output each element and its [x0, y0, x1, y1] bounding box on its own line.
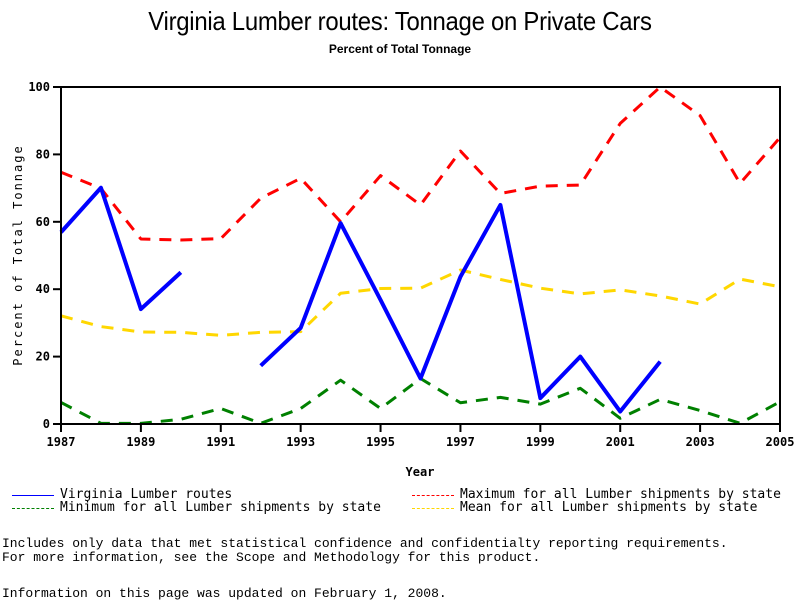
legend-label: Maximum for all Lumber shipments by stat…	[460, 487, 781, 502]
series-line	[259, 202, 662, 414]
series-minimum-for-all-lumber-shipments-by-state	[60, 377, 781, 425]
y-tick-label: 80	[36, 147, 50, 161]
x-tick-label: 1999	[526, 435, 555, 449]
y-axis-label: Percent of Total Tonnage	[11, 144, 25, 365]
series-line	[59, 185, 183, 312]
series-mean-for-all-lumber-shipments-by-state	[60, 268, 781, 337]
legend-label: Minimum for all Lumber shipments by stat…	[60, 500, 381, 515]
series-maximum-for-all-lumber-shipments-by-state	[60, 85, 782, 242]
x-tick-label: 1991	[206, 435, 235, 449]
chart-subtitle: Percent of Total Tonnage	[328, 42, 472, 56]
x-tick-label: 2005	[766, 435, 795, 449]
legend-label: Mean for all Lumber shipments by state	[460, 500, 758, 515]
x-axis-label: Year	[406, 465, 435, 479]
x-tick-label: 2003	[686, 435, 715, 449]
series-virginia-lumber-routes	[59, 185, 662, 414]
series-layer	[59, 85, 782, 425]
footer-updated: Information on this page was updated on …	[2, 586, 447, 601]
x-tick-label: 2001	[606, 435, 635, 449]
y-tick-label: 40	[36, 282, 50, 296]
legend-swatch-yellow	[412, 508, 454, 509]
footer-note-line1: Includes only data that met statistical …	[2, 536, 728, 551]
legend-label: Virginia Lumber routes	[60, 487, 233, 502]
y-tick-label: 60	[36, 215, 50, 229]
legend-swatch-green	[12, 508, 54, 509]
footer-note-line2: For more information, see the Scope and …	[2, 550, 541, 565]
chart-title: Virginia Lumber routes: Tonnage on Priva…	[148, 6, 652, 36]
series-line	[60, 85, 782, 242]
y-tick-label: 100	[28, 80, 50, 94]
y-tick-label: 0	[43, 417, 50, 431]
legend-swatch-red	[412, 495, 454, 496]
y-tick-label: 20	[36, 350, 50, 364]
line-chart: 0 20 40 60 80 100 1987 1989 1991 1993 1995 1997 199…	[11, 80, 795, 479]
y-axis: 0 20 40 60 80 100	[28, 80, 61, 431]
x-tick-label: 1989	[126, 435, 155, 449]
x-tick-label: 1995	[366, 435, 395, 449]
x-tick-label: 1987	[47, 435, 76, 449]
legend-swatch-blue	[12, 495, 54, 496]
plot-frame	[60, 86, 781, 425]
x-tick-label: 1997	[446, 435, 475, 449]
series-line	[60, 268, 781, 337]
series-line	[60, 377, 781, 425]
x-tick-label: 1993	[286, 435, 315, 449]
x-axis: 1987 1989 1991 1993 1995 1997 1999 2001 2003 2005	[47, 424, 795, 449]
